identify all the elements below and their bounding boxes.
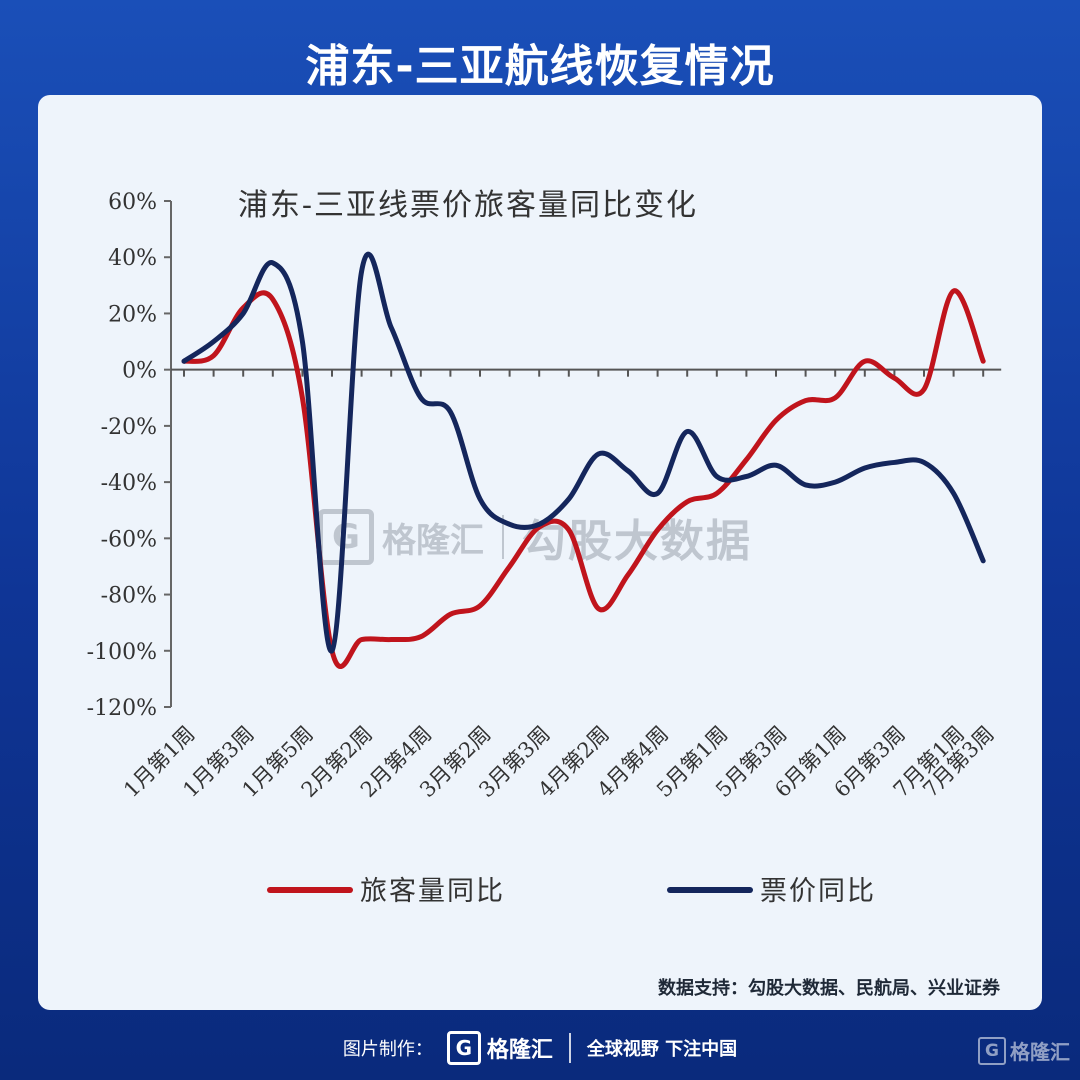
legend-label-1: 票价同比 — [760, 876, 876, 907]
chart-panel: G 格隆汇 勾股大数据 浦东-三亚线票价旅客量同比变化 60% 40% 20% 0% -2… — [38, 95, 1042, 1010]
footer-slogan: 全球视野 下注中国 — [586, 1039, 738, 1060]
y-tick-label: 0% — [122, 359, 157, 384]
source-note: 数据支持：勾股大数据、民航局、兴业证券 — [658, 978, 1000, 999]
footer-label: 图片制作： — [342, 1039, 433, 1060]
page-title: 浦东-三亚航线恢复情况 — [305, 41, 775, 92]
corner-logo-icon: G — [978, 1036, 1006, 1065]
legend-label-0: 旅客量同比 — [360, 876, 505, 907]
y-tick-label: -40% — [101, 471, 157, 496]
y-tick-label: 40% — [108, 246, 157, 271]
y-tick-label: -120% — [87, 696, 157, 721]
y-tick-label: -20% — [101, 415, 157, 440]
footer-brand: 格隆汇 — [486, 1038, 553, 1063]
footer: 图片制作： G 格隆汇 全球视野 下注中国 — [0, 1028, 1080, 1068]
corner-logo: G 格隆汇 — [978, 1036, 1070, 1065]
series-line-1 — [181, 251, 986, 654]
y-tick-label: 60% — [108, 190, 157, 215]
y-tick-label: -100% — [87, 640, 157, 665]
y-tick-label: -80% — [101, 584, 157, 609]
footer-logo-icon: G — [446, 1031, 481, 1065]
corner-brand: 格隆汇 — [1010, 1040, 1070, 1064]
y-tick-label: -60% — [101, 527, 157, 552]
y-tick-label: 20% — [108, 302, 157, 327]
footer-divider — [568, 1033, 571, 1063]
chart-title: 浦东-三亚线票价旅客量同比变化 — [238, 188, 698, 223]
line-chart: 浦东-三亚线票价旅客量同比变化 60% 40% 20% 0% -20% -40% -60% -8… — [87, 188, 1002, 907]
